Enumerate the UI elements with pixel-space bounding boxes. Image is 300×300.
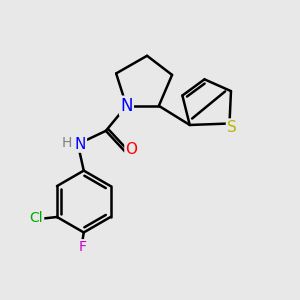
Text: O: O (125, 142, 137, 158)
Text: H: H (61, 136, 72, 150)
Text: N: N (120, 97, 133, 115)
Text: F: F (78, 240, 86, 254)
Text: N: N (74, 136, 86, 152)
Text: S: S (227, 119, 237, 134)
Text: Cl: Cl (30, 212, 43, 226)
